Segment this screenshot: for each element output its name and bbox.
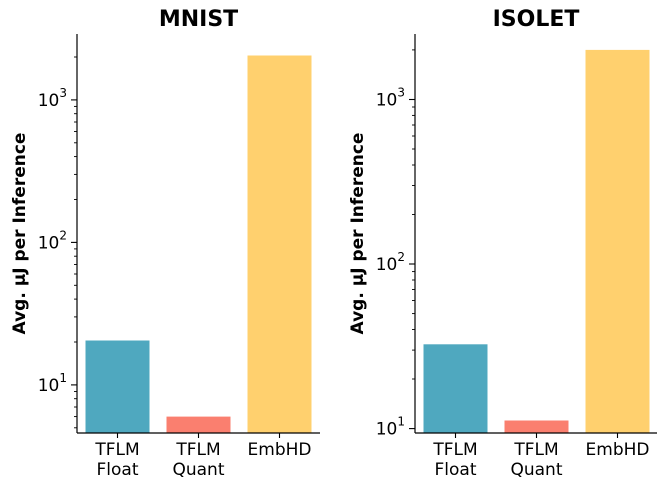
mnist-bar-1 [85,340,150,433]
mnist-category-label: TFLM [94,440,139,460]
mnist-category-label: TFLM [175,440,220,460]
isolet-category-label: Quant [510,460,562,480]
isolet-chart: 101102103TFLMFloatTFLMQuantEmbHDISOLETAv… [348,7,657,480]
isolet-bar-2 [504,420,569,433]
mnist-category-label: Quant [172,460,224,480]
mnist-title: MNIST [159,7,238,32]
isolet-category-label: EmbHD [586,440,650,460]
isolet-ylabel: Avg. μJ per Inference [348,133,368,335]
isolet-category-label: Float [435,460,477,480]
isolet-title: ISOLET [493,7,580,32]
isolet-ytick-label: 101 [376,415,405,440]
isolet-category-label: TFLM [432,440,477,460]
isolet-bar-1 [423,344,488,433]
isolet-ytick-label: 102 [376,250,405,275]
mnist-ylabel: Avg. μJ per Inference [10,133,30,335]
mnist-category-label: EmbHD [248,440,312,460]
isolet-bar-3 [585,49,650,434]
mnist-category-label: Float [97,460,139,480]
mnist-ytick-label: 101 [38,371,67,396]
mnist-ytick-label: 102 [38,228,67,253]
mnist-bar-2 [166,416,231,433]
mnist-ytick-label: 103 [38,86,67,111]
mnist-chart: 101102103TFLMFloatTFLMQuantEmbHDMNISTAvg… [10,7,320,480]
mnist-bar-3 [247,55,312,433]
isolet-category-label: TFLM [513,440,558,460]
isolet-ytick-label: 103 [376,86,405,111]
